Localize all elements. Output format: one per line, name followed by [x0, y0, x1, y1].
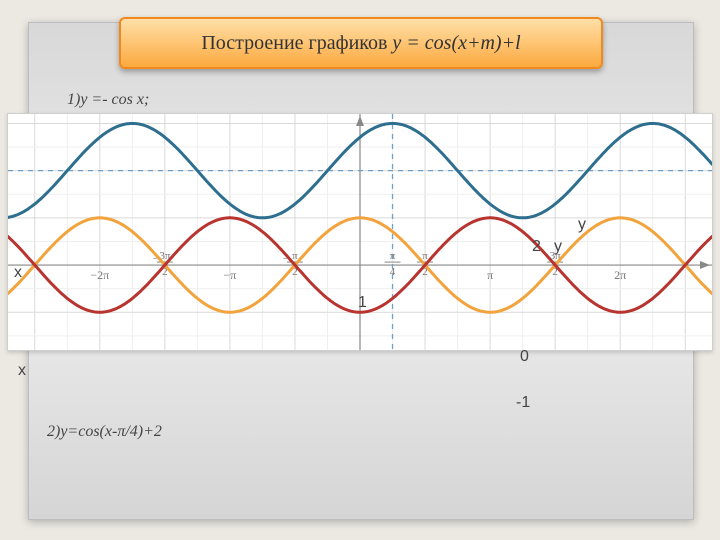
- annot-one: 1: [358, 294, 367, 312]
- chart-svg: −2π−3π2−π−π2π4π2π3π22π: [8, 114, 712, 350]
- title-bar: Построение графиков y = cos(x+m)+l: [119, 17, 603, 69]
- equation-1: 1)y =- cos x;: [67, 91, 149, 109]
- annot-y-top: у: [578, 216, 586, 234]
- svg-text:π: π: [390, 250, 396, 262]
- svg-text:4: 4: [390, 266, 396, 278]
- equation-2: 2)y=cos(x-π/4)+2: [47, 423, 162, 441]
- svg-text:2π: 2π: [614, 268, 626, 282]
- slide-frame: Построение графиков y = cos(x+m)+l 1)y =…: [28, 22, 694, 520]
- svg-text:−2π: −2π: [90, 268, 109, 282]
- annot-neg1: -1: [516, 394, 530, 412]
- chart-panel: −2π−3π2−π−π2π4π2π3π22π у у 2 1 0 -1 х х: [7, 113, 713, 351]
- title-formula: y = cos(x+m)+l: [392, 32, 520, 54]
- annot-two: 2: [532, 238, 541, 256]
- annot-zero: 0: [520, 348, 529, 366]
- title-prefix: Построение графиков: [201, 32, 392, 54]
- svg-text:−π: −π: [223, 268, 236, 282]
- svg-text:π: π: [487, 268, 493, 282]
- annot-y-mid: у: [554, 238, 562, 256]
- annot-x-top: х: [14, 264, 22, 282]
- annot-x-bot: х: [18, 362, 26, 380]
